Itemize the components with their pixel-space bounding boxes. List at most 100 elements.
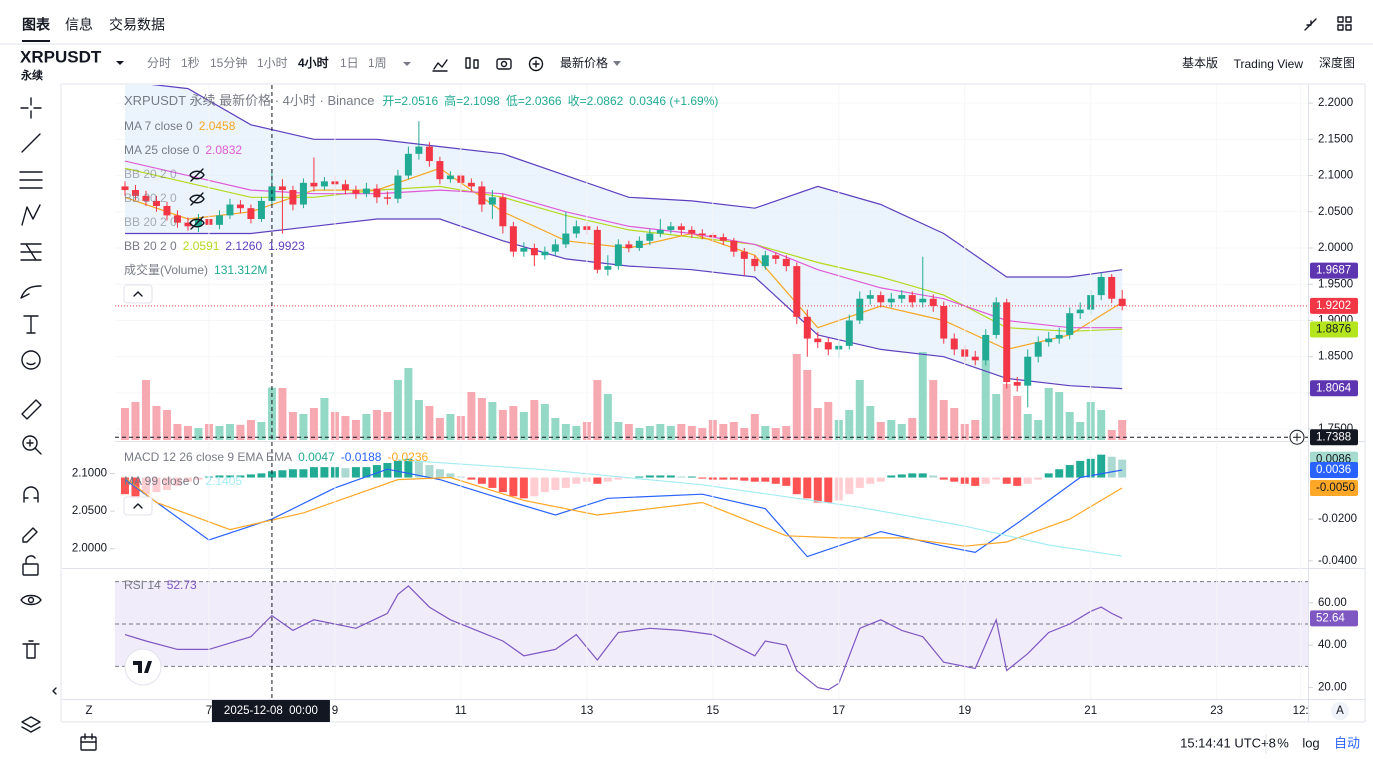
x-tick-label: 11 <box>455 705 467 717</box>
candle-body <box>866 295 874 299</box>
candle-body <box>352 190 360 194</box>
candle-body <box>625 244 633 249</box>
candle-body <box>803 316 811 339</box>
macd-histogram <box>866 477 875 484</box>
fib-tool[interactable] <box>19 171 43 189</box>
volume-bar <box>540 404 549 440</box>
volume-bar <box>362 414 371 440</box>
macd-histogram <box>782 477 791 486</box>
candle-body <box>898 295 906 299</box>
date-range-icon[interactable] <box>80 733 97 751</box>
percent-toggle[interactable]: % <box>1277 735 1289 750</box>
layers-tool[interactable] <box>21 716 41 733</box>
volume-bar <box>509 406 518 440</box>
candle-body <box>772 255 780 259</box>
symbol[interactable]: XRPUSDT <box>20 47 102 66</box>
tab[interactable]: 信息 <box>65 17 93 33</box>
macd-histogram <box>1023 477 1032 484</box>
macd-histogram <box>120 477 129 495</box>
projection-tool[interactable] <box>20 243 42 261</box>
hidden-eye[interactable] <box>189 168 205 230</box>
add-icon[interactable] <box>528 56 544 72</box>
candle-body <box>761 255 769 267</box>
candle-body <box>520 248 528 252</box>
volume-bar <box>1065 412 1074 440</box>
camera-icon[interactable] <box>496 58 512 70</box>
legend-hidden: BB 20 2 0 <box>124 215 177 229</box>
candle-body <box>236 204 244 209</box>
price-type[interactable]: 最新价格 <box>560 55 608 70</box>
volume-bar <box>530 400 539 440</box>
interval[interactable]: 1周 <box>368 56 387 70</box>
collapse-icon[interactable] <box>1304 18 1317 31</box>
interval[interactable]: 4小时 <box>298 55 329 70</box>
volume-bar <box>1013 396 1022 440</box>
brush-tool[interactable] <box>20 285 42 299</box>
axis-corner[interactable]: Z <box>85 705 92 717</box>
view-option[interactable]: Trading View <box>1234 57 1304 71</box>
legend-value: 2.0458 <box>199 119 236 133</box>
volume-bar <box>372 410 381 440</box>
collapse-arrow[interactable] <box>52 687 57 695</box>
auto-scale-btn[interactable] <box>1331 702 1349 720</box>
interval[interactable]: 1秒 <box>181 56 200 70</box>
macd-histogram <box>183 477 192 482</box>
lock-tool[interactable] <box>22 563 39 576</box>
y-tick-label: 20.00 <box>1318 682 1347 694</box>
delete-tool[interactable] <box>22 640 40 659</box>
candle-body <box>278 186 286 191</box>
collapse-legend[interactable] <box>123 284 153 304</box>
candle-body <box>142 195 150 201</box>
draw-lock-tool[interactable] <box>22 527 38 543</box>
pattern-tool[interactable] <box>21 204 41 226</box>
text-tool[interactable] <box>23 315 39 334</box>
magnet-tool[interactable] <box>23 486 39 503</box>
candle-body <box>530 248 538 256</box>
macd-histogram <box>908 473 917 478</box>
macd-line <box>124 468 1123 558</box>
volume-bar <box>698 428 707 440</box>
legend-ohlc: 高=2.1098 <box>444 93 500 108</box>
candle-body <box>488 197 496 205</box>
emoji-tool[interactable] <box>21 350 41 370</box>
candle-body <box>383 197 391 199</box>
visibility-tool[interactable] <box>20 594 42 606</box>
price-tag <box>1310 462 1358 479</box>
clock[interactable]: 15:14:41 UTC+8 <box>1180 735 1276 750</box>
volume-bar <box>918 352 927 440</box>
candle-body <box>887 298 895 303</box>
dropdown[interactable] <box>613 61 621 66</box>
template-icon[interactable] <box>465 57 479 69</box>
tab[interactable]: 交易数据 <box>109 17 165 33</box>
zoom-tool[interactable] <box>22 435 38 451</box>
tab[interactable]: 图表 <box>22 17 51 33</box>
dropdown[interactable] <box>116 61 124 65</box>
crosshair-tool[interactable] <box>20 97 42 119</box>
interval[interactable]: 分时 <box>147 56 171 70</box>
view-option[interactable]: 深度图 <box>1319 55 1355 70</box>
volume-bar <box>750 414 759 440</box>
candle-body <box>814 338 822 343</box>
volume-bar <box>845 410 854 440</box>
interval[interactable]: 1日 <box>340 56 359 70</box>
interval[interactable]: 15分钟 <box>210 55 247 70</box>
legend-value: 0.0047 <box>298 450 335 464</box>
ruler-tool[interactable] <box>21 399 42 420</box>
line-tool[interactable] <box>21 133 41 153</box>
volume-bar <box>288 412 297 440</box>
collapse-legend[interactable] <box>123 496 153 516</box>
log-toggle[interactable]: log <box>1302 735 1319 750</box>
macd-histogram <box>477 477 486 484</box>
axis-corner[interactable]: A <box>1336 705 1344 717</box>
candle-body <box>667 226 675 230</box>
view-option[interactable]: 基本版 <box>1182 56 1218 70</box>
indicator-icon[interactable] <box>432 59 448 72</box>
candle-body <box>1055 334 1063 339</box>
expand-icon[interactable] <box>1337 16 1352 31</box>
auto-toggle[interactable]: 自动 <box>1334 735 1360 750</box>
volume-bar <box>173 424 182 440</box>
interval[interactable]: 1小时 <box>257 56 288 70</box>
tv-logo[interactable] <box>124 648 162 686</box>
dropdown[interactable] <box>403 62 411 66</box>
macd-histogram <box>572 477 581 484</box>
